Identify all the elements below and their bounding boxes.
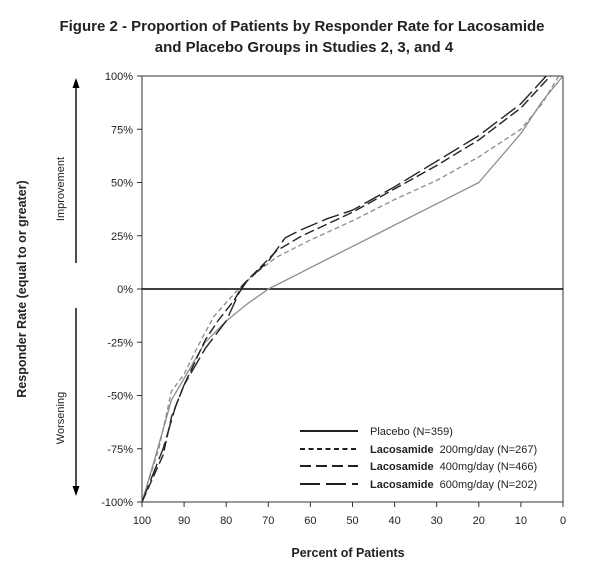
y-axis-label: Responder Rate (equal to or greater) (15, 180, 29, 397)
x-tick-label: 40 (388, 515, 400, 527)
legend-entry: Lacosamide 400mg/day (N=466) (370, 461, 537, 473)
y-tick-label: -50% (107, 391, 133, 403)
series-line-4 (141, 75, 547, 503)
legend: Placebo (N=359) Lacosamide 200mg/day (N=26… (300, 426, 537, 491)
x-tick-label: 20 (473, 515, 485, 527)
chart-subtitle: and Placebo Groups in Studies 2, 3, and … (155, 39, 454, 56)
legend-dose: 200mg/day (N=267) (440, 444, 538, 456)
down-arrow-icon (72, 486, 80, 496)
legend-drug-name: Lacosamide (370, 444, 434, 456)
legend-drug-name: Lacosamide (370, 461, 434, 473)
legend-drug-name: Lacosamide (370, 479, 434, 491)
legend-entry: Lacosamide 200mg/day (N=267) (370, 444, 537, 456)
y-tick-label: 0% (117, 284, 133, 296)
y-tick-label: -100% (101, 497, 133, 509)
y-tick-label: 25% (111, 231, 133, 243)
y-tick-label: 75% (111, 124, 133, 136)
legend-entry: Lacosamide 600mg/day (N=202) (370, 479, 537, 491)
series-line-1 (141, 75, 564, 503)
x-axis-ticks: 100 90 80 70 60 50 40 30 20 10 0 (133, 502, 566, 527)
chart-title: Figure 2 - Proportion of Patients by Res… (59, 18, 544, 35)
y-tick-label: 50% (111, 178, 133, 190)
x-tick-label: 0 (560, 515, 566, 527)
series-line-2 (141, 75, 560, 503)
legend-dose: 600mg/day (N=202) (440, 479, 538, 491)
up-arrow-icon (72, 78, 80, 88)
series-lines (141, 75, 564, 503)
x-axis-label: Percent of Patients (291, 546, 404, 560)
y-tick-label: -25% (107, 337, 133, 349)
x-tick-label: 50 (346, 515, 358, 527)
y-axis-ticks: 100% 75% 50% 25% 0% -25% -50% -75% -100% (101, 71, 142, 509)
improvement-label: Improvement (55, 157, 67, 221)
y-tick-label: 100% (105, 71, 133, 83)
legend-label: Placebo (N=359) (370, 426, 453, 438)
x-tick-label: 60 (304, 515, 316, 527)
x-tick-label: 80 (220, 515, 232, 527)
x-tick-label: 90 (178, 515, 190, 527)
legend-dose: 400mg/day (N=466) (440, 461, 538, 473)
x-tick-label: 30 (431, 515, 443, 527)
y-tick-label: -75% (107, 444, 133, 456)
worsening-label: Worsening (55, 392, 67, 444)
legend-entry: Placebo (N=359) (370, 426, 453, 438)
x-tick-label: 100 (133, 515, 151, 527)
x-tick-label: 10 (515, 515, 527, 527)
series-line-3 (141, 75, 551, 503)
x-tick-label: 70 (262, 515, 274, 527)
